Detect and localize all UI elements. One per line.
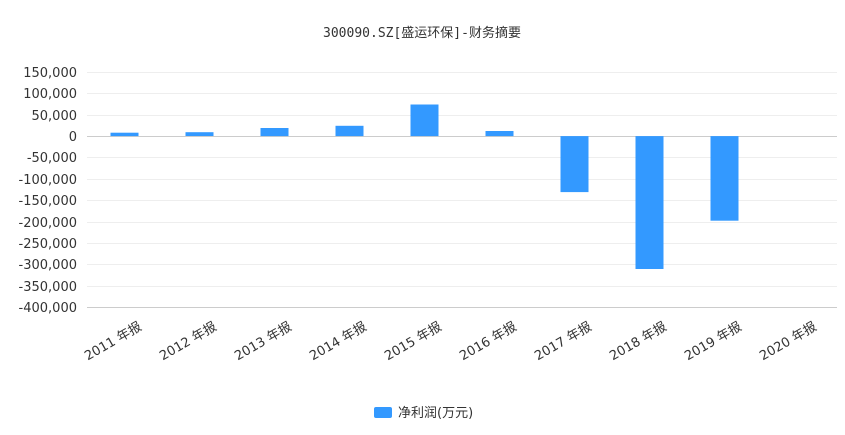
y-tick-label: -150,000 (19, 194, 77, 209)
x-tick-label: 2012 年报 (157, 319, 219, 364)
bar[interactable] (485, 131, 514, 137)
x-tick-label: 2014 年报 (307, 319, 369, 364)
y-tick-label: -50,000 (27, 151, 77, 166)
bar[interactable] (260, 128, 289, 137)
y-axis-tick-labels: 150,000 100,000 50,000 0 -50,000 -100,000 -150… (19, 66, 77, 316)
y-tick-label: 0 (69, 130, 77, 145)
x-tick-label: 2018 年报 (607, 319, 669, 364)
legend-swatch[interactable] (374, 407, 392, 418)
x-tick-label: 2015 年报 (382, 319, 444, 364)
x-tick-label: 2016 年报 (457, 319, 519, 364)
y-tick-label: -250,000 (19, 237, 77, 252)
x-axis-tick-labels: 2011 年报 2012 年报 2013 年报 2014 年报 2015 年报 2016 … (82, 319, 819, 364)
y-tick-label: 100,000 (23, 87, 77, 102)
bar[interactable] (635, 136, 664, 269)
x-tick-label: 2019 年报 (682, 319, 744, 364)
x-tick-label: 2020 年报 (757, 319, 819, 364)
bar[interactable] (110, 132, 139, 137)
y-tick-label: 150,000 (23, 66, 77, 81)
y-tick-label: 50,000 (32, 109, 78, 124)
legend-label[interactable]: 净利润(万元) (398, 406, 473, 421)
bar[interactable] (335, 125, 364, 137)
bars (110, 104, 739, 269)
bar[interactable] (410, 104, 439, 137)
x-tick-label: 2011 年报 (82, 319, 144, 364)
y-tick-label: -300,000 (19, 258, 77, 273)
chart-title: 300090.SZ[盛运环保]-财务摘要 (323, 25, 521, 41)
y-tick-label: -100,000 (19, 173, 77, 188)
y-tick-label: -200,000 (19, 216, 77, 231)
y-tick-label: -350,000 (19, 280, 77, 295)
x-tick-label: 2013 年报 (232, 319, 294, 364)
x-tick-label: 2017 年报 (532, 319, 594, 364)
legend[interactable]: 净利润(万元) (374, 406, 473, 421)
bar[interactable] (185, 132, 214, 136)
y-tick-label: -400,000 (19, 301, 77, 316)
bar[interactable] (560, 136, 589, 193)
bar[interactable] (710, 136, 739, 221)
